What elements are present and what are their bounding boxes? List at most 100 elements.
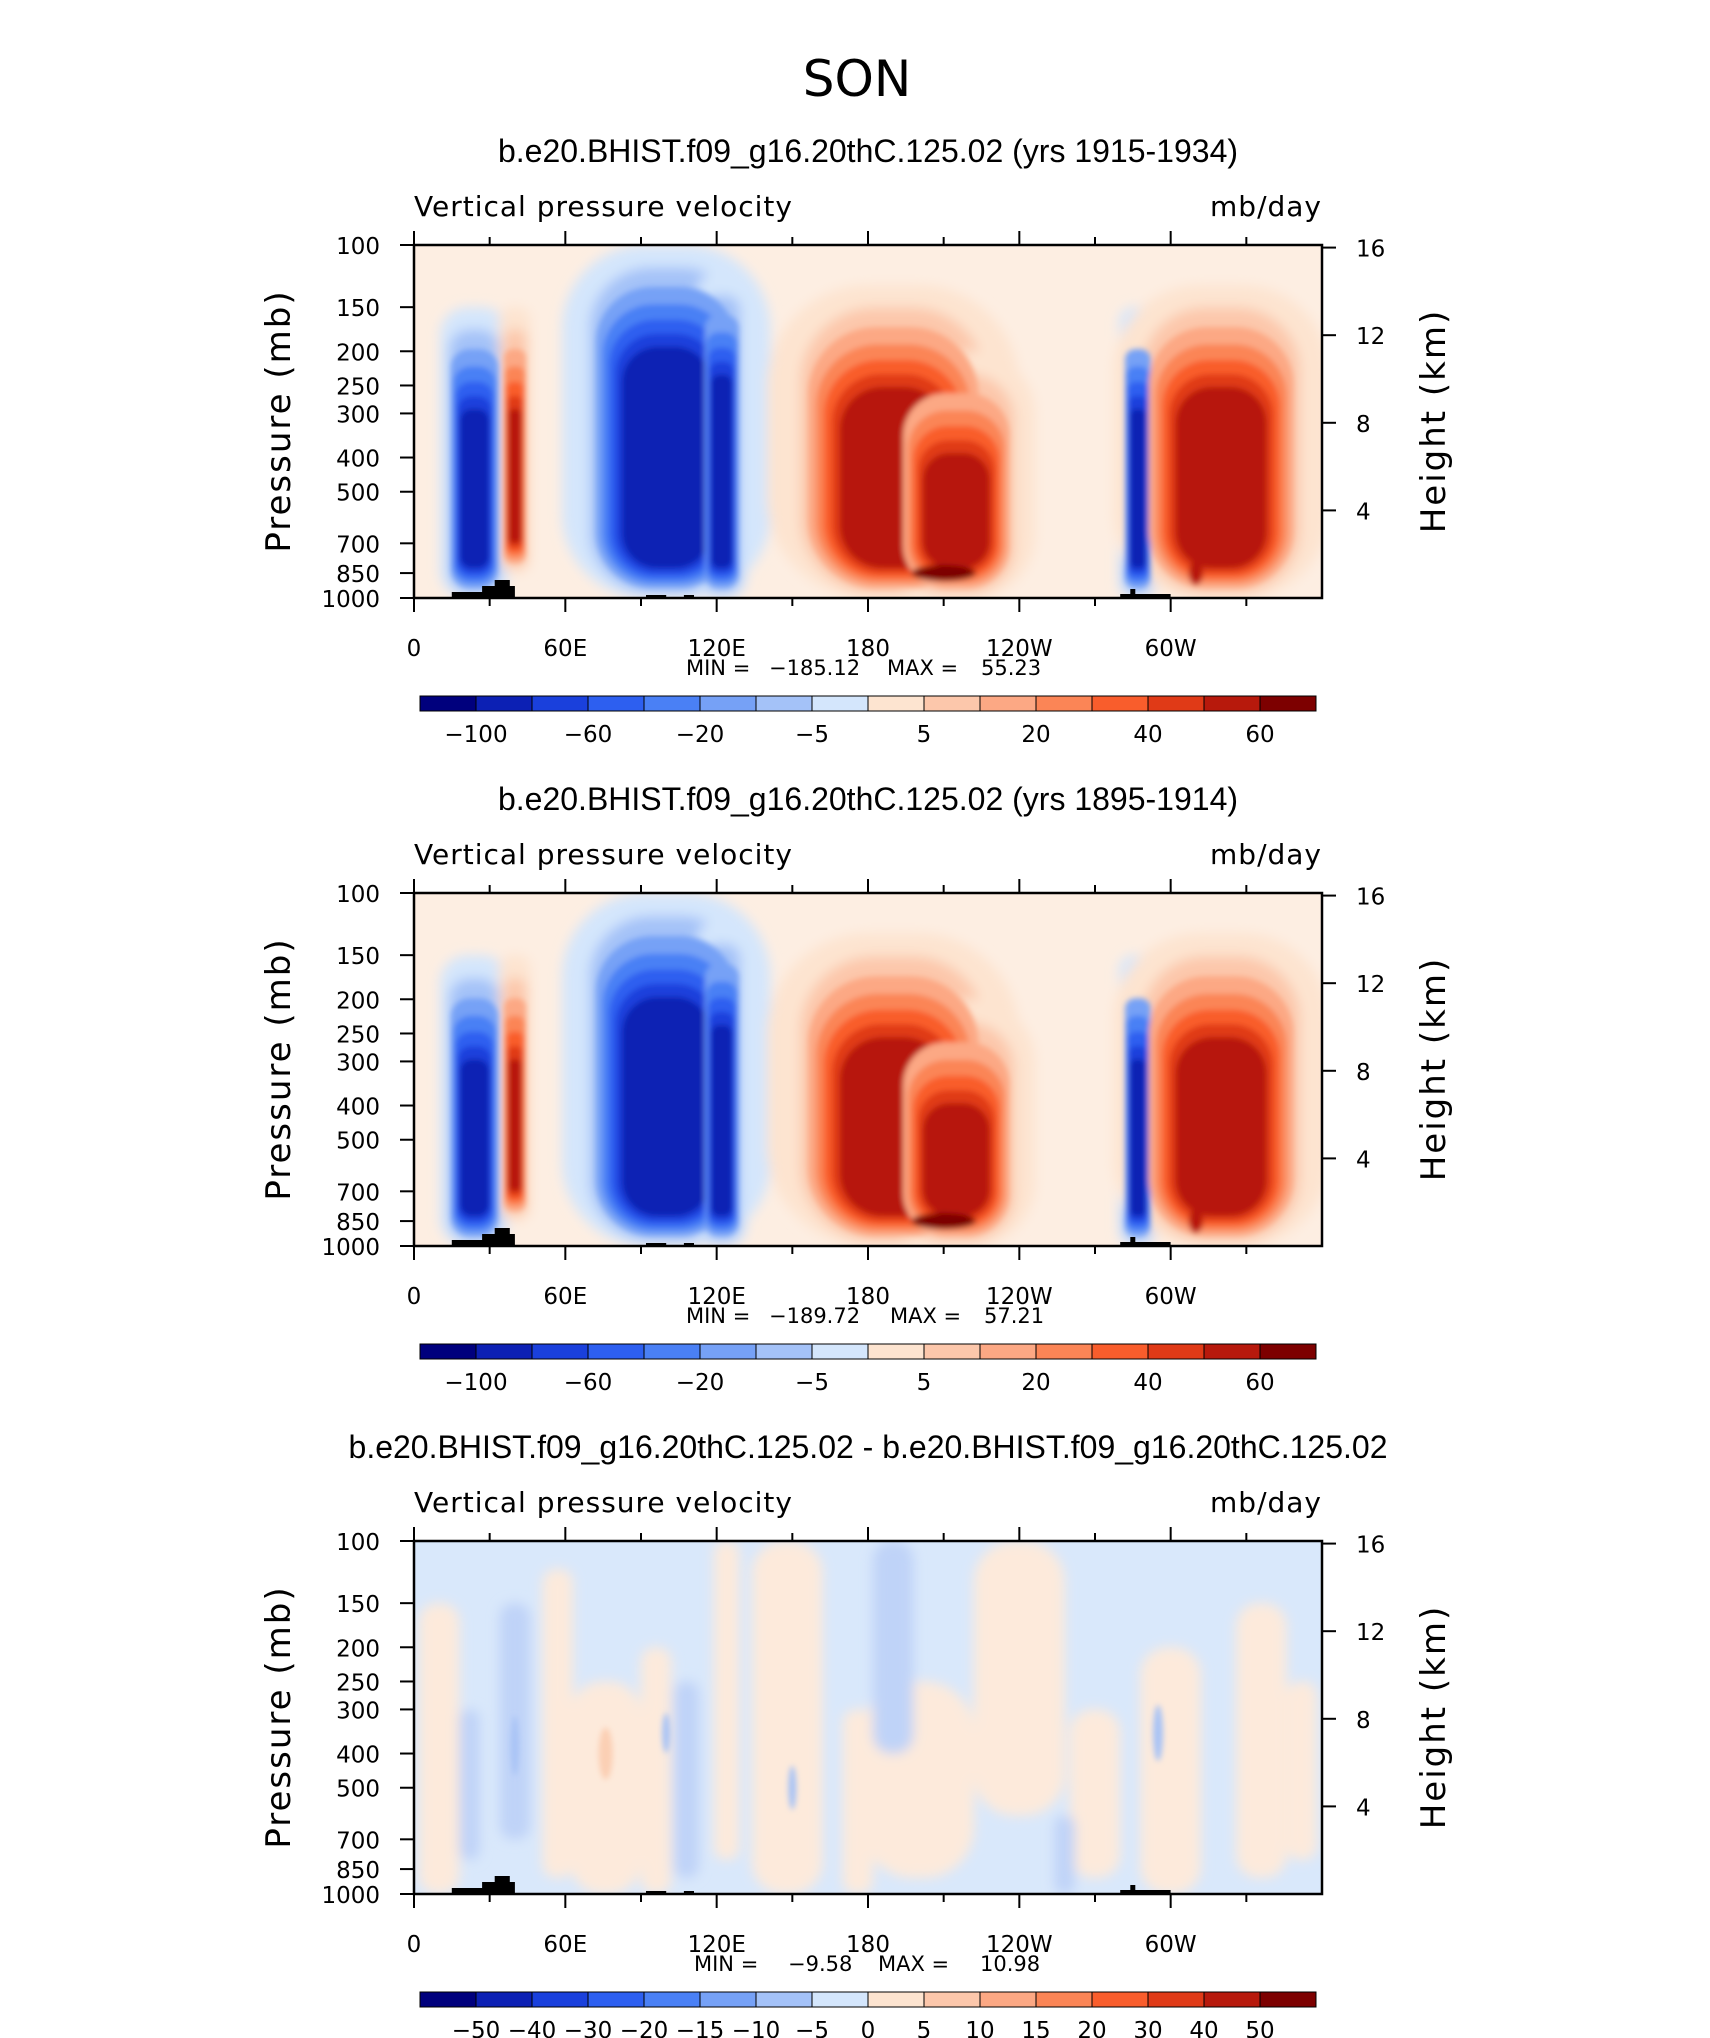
contour-core: [911, 1213, 976, 1230]
contour-band-15: [459, 1709, 480, 1860]
y-tick-label: 200: [336, 340, 380, 366]
y-tick-label: 850: [336, 562, 380, 588]
y-axis-label: Pressure (mb): [259, 289, 299, 552]
y-right-tick-label: 8: [1356, 1708, 1371, 1734]
topography: [451, 592, 503, 598]
colorbar-label: 30: [1133, 2018, 1162, 2038]
contour-core: [788, 1765, 797, 1810]
contour-band-11: [1069, 1709, 1121, 1878]
y-right-tick-label: 16: [1356, 885, 1385, 911]
colorbar: −100 −60 −20 −5 5 20 40 60: [419, 695, 1317, 748]
y-tick-label: 700: [336, 1828, 380, 1854]
y-tick-label: 400: [336, 1095, 380, 1121]
colorbar-label: −10: [732, 2018, 781, 2038]
y-tick-label: 850: [336, 1858, 380, 1884]
max-label: MAX =: [887, 656, 958, 680]
x-tick-label: 120W: [986, 1284, 1053, 1310]
colorbar-swatch: [643, 695, 701, 712]
y-right-tick-label: 4: [1356, 499, 1371, 525]
max-value: 57.21: [984, 1304, 1044, 1328]
contour-band-13: [1236, 1603, 1287, 1878]
units-label: mb/day: [1210, 190, 1322, 223]
contour-band-6: [714, 1541, 740, 1860]
colorbar-label: 20: [1021, 1370, 1050, 1396]
colorbar-label: −5: [795, 2018, 829, 2038]
colorbar-label: −30: [564, 2018, 613, 2038]
y-axis-right-label: Height (km): [1414, 957, 1454, 1182]
contour-band-16: [873, 1541, 914, 1754]
units-label: mb/day: [1210, 838, 1322, 871]
min-label: MIN =: [686, 1304, 750, 1328]
contour-band-5: [673, 1681, 699, 1878]
contour-band-7-6: [1175, 387, 1267, 568]
colorbar-label: −5: [795, 722, 829, 748]
y-tick-label: 100: [336, 234, 380, 260]
x-tick-label: 120E: [687, 1284, 745, 1310]
panel-2: b.e20.BHIST.f09_g16.20thC.125.02 (yrs 18…: [259, 781, 1454, 1396]
x-tick-label: 180: [846, 636, 890, 662]
colorbar-label: −20: [620, 2018, 669, 2038]
colorbar-label: 50: [1245, 2018, 1274, 2038]
y-tick-label: 500: [336, 1777, 380, 1803]
variable-label: Vertical pressure velocity: [414, 190, 793, 223]
topography: [646, 1243, 667, 1246]
y-tick-label: 200: [336, 1636, 380, 1662]
contour-core: [1188, 1209, 1203, 1234]
contour-band-6-6: [1129, 1059, 1146, 1216]
topography: [494, 1876, 510, 1894]
colorbar-swatch: [755, 695, 813, 712]
colorbar-swatch: [1147, 1343, 1205, 1360]
colorbar-swatch: [1259, 1991, 1317, 2008]
panel-difference: b.e20.BHIST.f09_g16.20thC.125.02 - b.e20…: [259, 1429, 1454, 2038]
units-label: mb/day: [1210, 1486, 1322, 1519]
colorbar-label: 60: [1245, 722, 1274, 748]
colorbar-swatch: [867, 1991, 925, 2008]
min-value: −189.72: [769, 1304, 860, 1328]
contour-core: [510, 1715, 519, 1776]
y-right-tick-label: 4: [1356, 1147, 1371, 1173]
y-axis-label: Pressure (mb): [259, 1585, 299, 1848]
topography: [451, 1240, 503, 1246]
panel-title: b.e20.BHIST.f09_g16.20thC.125.02 (yrs 19…: [498, 133, 1238, 169]
colorbar-swatch: [867, 695, 925, 712]
y-tick-label: 700: [336, 532, 380, 558]
y-tick-label: 200: [336, 988, 380, 1014]
colorbar-label: −20: [676, 1370, 725, 1396]
y-tick-label: 250: [336, 1670, 380, 1696]
colorbar-swatch: [643, 1343, 701, 1360]
max-label: MAX =: [878, 1952, 949, 1976]
min-label: MIN =: [694, 1952, 758, 1976]
colorbar-label: 5: [917, 1370, 932, 1396]
x-tick-label: 120W: [986, 636, 1053, 662]
x-tick-label: 60W: [1145, 636, 1197, 662]
contour-band-1-6: [508, 409, 522, 544]
topography: [1130, 1885, 1136, 1894]
contour-core: [1153, 1705, 1164, 1762]
topography: [1130, 589, 1136, 598]
topography: [451, 1888, 503, 1894]
contour-core: [662, 1713, 671, 1754]
y-tick-label: 500: [336, 1129, 380, 1155]
y-right-tick-label: 8: [1356, 1060, 1371, 1086]
contour-core: [911, 565, 976, 582]
contour-band-14: [1286, 1681, 1317, 1860]
contour-band-2-6: [622, 997, 711, 1216]
contour-core: [1188, 561, 1203, 586]
contour-band-3-6: [711, 1025, 733, 1216]
y-tick-label: 300: [336, 1698, 380, 1724]
colorbar-swatch: [1035, 1991, 1093, 2008]
colorbar-swatch: [475, 1343, 533, 1360]
colorbar-label: 60: [1245, 1370, 1274, 1396]
colorbar-swatch: [643, 1991, 701, 2008]
y-right-tick-label: 16: [1356, 237, 1385, 263]
colorbar-label: 10: [965, 2018, 994, 2038]
x-tick-label: 60E: [543, 636, 587, 662]
colorbar-swatch: [531, 695, 589, 712]
colorbar-label: −15: [676, 2018, 725, 2038]
contour-band-12: [1140, 1647, 1201, 1894]
contour-band-0-6: [459, 409, 490, 568]
x-tick-label: 0: [407, 636, 422, 662]
colorbar-swatch: [923, 1343, 981, 1360]
contour-band-2: [542, 1569, 573, 1878]
x-tick-label: 180: [846, 1932, 890, 1958]
